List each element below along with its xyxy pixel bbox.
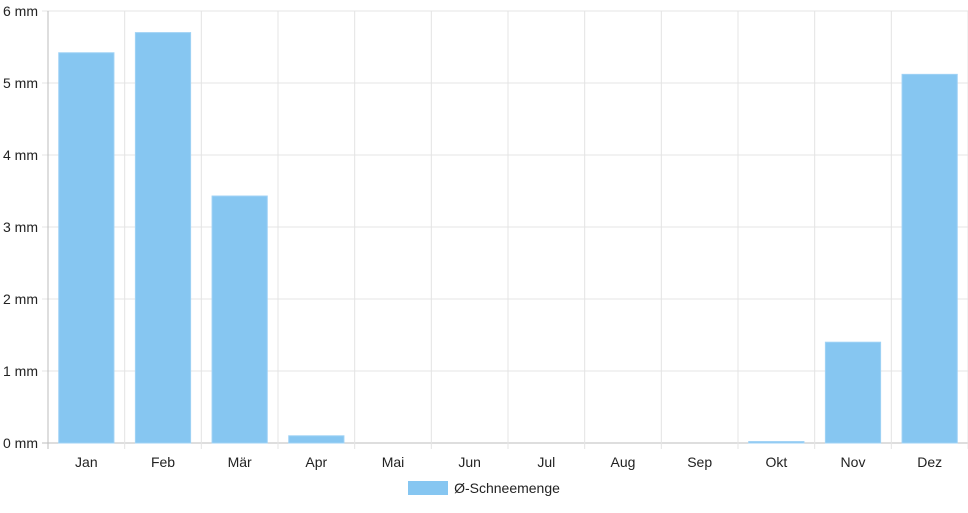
x-tick-label: Okt <box>765 454 787 470</box>
legend[interactable]: Ø-Schneemenge <box>0 480 968 496</box>
x-tick-label: Nov <box>841 454 866 470</box>
x-tick-label: Jun <box>458 454 481 470</box>
bar <box>288 435 345 444</box>
x-tick-label: Aug <box>611 454 636 470</box>
axis-layer: 0 mm 1 mm 2 mm 3 mm 4 mm 5 mm 6 mm Jan Feb Mär Apr… <box>3 3 942 470</box>
x-tick-label: Jan <box>75 454 98 470</box>
legend-swatch <box>408 481 449 495</box>
bar <box>134 32 192 444</box>
bar <box>58 52 115 444</box>
x-tick-label: Jul <box>537 454 555 470</box>
x-tick-label: Mai <box>382 454 405 470</box>
y-tick-label: 5 mm <box>3 75 38 91</box>
x-tick-label: Sep <box>687 454 712 470</box>
grid-layer <box>42 10 968 449</box>
y-tick-label: 3 mm <box>3 219 38 235</box>
bar-layer <box>58 32 958 444</box>
x-tick-label: Dez <box>917 454 942 470</box>
x-tick-label: Feb <box>151 454 175 470</box>
bar <box>824 341 882 444</box>
y-tick-label: 6 mm <box>3 3 38 19</box>
bar <box>211 195 268 444</box>
y-tick-label: 0 mm <box>3 435 38 451</box>
legend-label: Ø-Schneemenge <box>454 480 560 496</box>
bar <box>748 441 805 444</box>
y-tick-label: 1 mm <box>3 363 38 379</box>
x-tick-label: Apr <box>305 454 327 470</box>
y-tick-label: 2 mm <box>3 291 38 307</box>
bar <box>901 73 958 444</box>
y-tick-label: 4 mm <box>3 147 38 163</box>
x-tick-label: Mär <box>228 454 252 470</box>
